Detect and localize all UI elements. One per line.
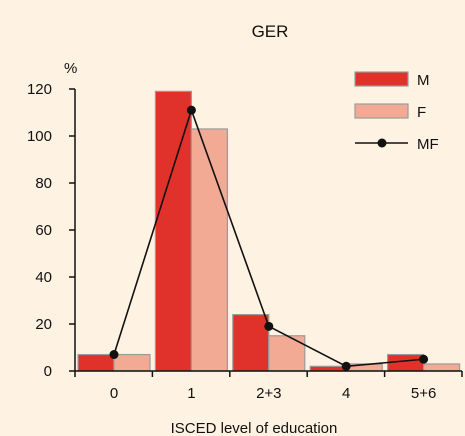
bar-m-2: [154, 90, 192, 372]
x-tick-label: 5+6: [411, 385, 436, 402]
legend-label-f: F: [417, 104, 426, 121]
x-axis-label: ISCED level of education: [171, 420, 338, 436]
legend: MF MF: [354, 71, 439, 153]
line-series: [109, 105, 429, 371]
legend-swatch-m: [354, 71, 409, 87]
y-axis-label: %: [64, 60, 77, 77]
y-tick-label: 120: [27, 81, 52, 98]
x-tick-label: 4: [342, 385, 350, 402]
chart-title: GER: [252, 22, 289, 41]
x-tick-label: 0: [110, 385, 118, 402]
point-mf-2: [186, 105, 196, 115]
point-mf-3: [264, 321, 274, 331]
y-tick-label: 20: [35, 316, 52, 333]
x-axis: 0 1 2+3 4 5+6: [74, 370, 463, 402]
legend-marker-mf: [377, 138, 387, 148]
x-tick-label: 1: [187, 385, 195, 402]
y-tick-label: 60: [35, 222, 52, 239]
bar-f-3: [268, 335, 306, 372]
point-mf-1: [109, 350, 119, 360]
y-tick-label: 40: [35, 269, 52, 286]
y-tick-label: 0: [44, 363, 52, 380]
y-axis: 0 20 40 60 80 100 120: [27, 81, 76, 380]
bar-m-3: [232, 314, 270, 372]
bar-f-2: [190, 128, 228, 372]
bar-f-5: [423, 363, 461, 372]
y-tick-label: 80: [35, 175, 52, 192]
y-tick-label: 100: [27, 128, 52, 145]
legend-swatch-f: [354, 103, 409, 119]
x-tick-label: 2+3: [256, 385, 281, 402]
bars: [77, 90, 461, 372]
legend-label-mf: MF: [417, 136, 439, 153]
point-mf-5: [419, 354, 429, 364]
point-mf-4: [341, 361, 351, 371]
bar-m-1: [77, 353, 115, 372]
legend-label-m: M: [417, 72, 430, 89]
bar-f-1: [113, 353, 151, 372]
